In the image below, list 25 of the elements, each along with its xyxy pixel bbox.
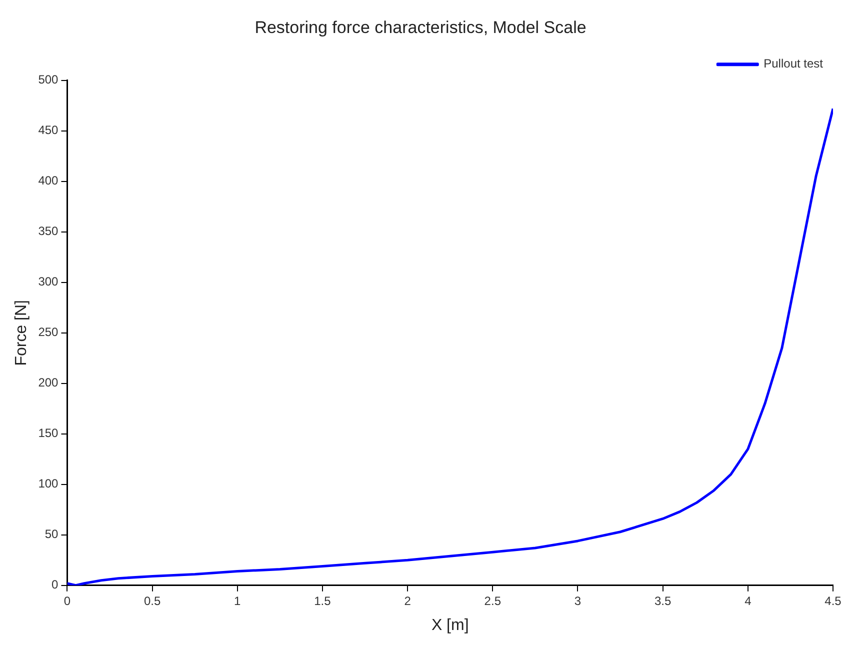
y-tick-label: 200: [38, 376, 59, 390]
y-tick-label: 0: [52, 578, 59, 592]
y-tick-label: 150: [38, 426, 59, 440]
x-tick-label: 3: [574, 594, 582, 608]
x-tick-label: 4.5: [824, 594, 842, 608]
y-tick-label: 250: [38, 325, 59, 340]
x-tick-label: 3.5: [654, 594, 672, 608]
x-tick-label: 1.5: [314, 594, 332, 608]
y-tick-label: 50: [44, 527, 59, 542]
y-tick-label: 400: [38, 174, 59, 188]
x-tick-label: 0: [64, 594, 71, 608]
y-tick-label: 450: [38, 123, 59, 138]
y-tick-label: 500: [38, 72, 59, 87]
x-tick-label: 0.5: [144, 594, 161, 608]
x-tick-label: 1: [234, 594, 242, 608]
x-tick-label: 2.5: [484, 594, 502, 608]
y-axis-title: Force [N]: [13, 300, 30, 366]
y-tick-label: 100: [38, 476, 59, 491]
x-tick-label: 4: [744, 594, 752, 608]
chart-title: Restoring force characteristics, Model Scale: [254, 18, 586, 37]
y-tick-label: 350: [38, 224, 59, 238]
x-tick-label: 2: [404, 594, 412, 608]
x-axis-title: X [m]: [431, 616, 469, 634]
y-tick-label: 300: [38, 274, 59, 289]
legend-label: Pullout test: [764, 56, 824, 71]
